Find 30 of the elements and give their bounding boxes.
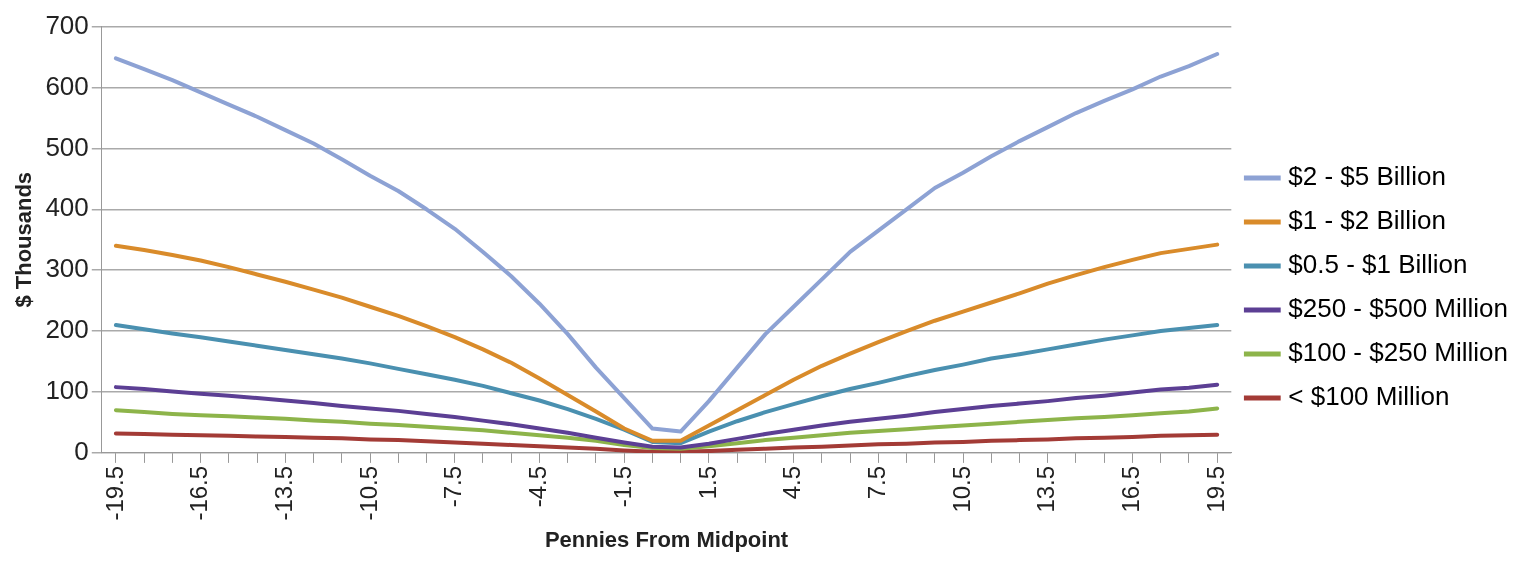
y-tick-label: 100 xyxy=(45,375,89,406)
x-tick-label: -13.5 xyxy=(269,465,297,521)
x-tick-label: -7.5 xyxy=(439,465,467,508)
y-axis-title: $ Thousands xyxy=(11,171,37,308)
x-tick-label: 13.5 xyxy=(1032,465,1060,513)
x-tick-label: 7.5 xyxy=(862,465,890,500)
legend-label: $250 - $500 Million xyxy=(1288,293,1509,324)
x-tick-label: 4.5 xyxy=(778,465,806,500)
legend-label: $0.5 - $1 Billion xyxy=(1288,249,1468,280)
x-tick-label: -19.5 xyxy=(100,465,128,521)
x-tick-label: -10.5 xyxy=(354,465,382,521)
y-tick-label: 300 xyxy=(45,253,89,284)
y-tick-label: 400 xyxy=(45,192,89,223)
y-tick-label: 200 xyxy=(45,314,89,345)
legend-label: $1 - $2 Billion xyxy=(1288,205,1446,236)
x-tick-label: 16.5 xyxy=(1117,465,1145,513)
x-axis-title: Pennies From Midpoint xyxy=(544,526,789,552)
x-tick-label: -4.5 xyxy=(524,465,552,508)
y-tick-label: 700 xyxy=(45,9,89,40)
x-tick-label: 19.5 xyxy=(1201,465,1229,513)
x-tick-label: -16.5 xyxy=(185,465,213,521)
legend-label: < $100 Million xyxy=(1288,381,1450,412)
x-tick-label: 1.5 xyxy=(693,465,721,500)
x-tick-label: 10.5 xyxy=(947,465,975,513)
legend-label: $2 - $5 Billion xyxy=(1288,161,1446,192)
legend-label: $100 - $250 Million xyxy=(1288,337,1509,368)
y-tick-label: 0 xyxy=(74,436,89,467)
y-tick-label: 600 xyxy=(45,70,89,101)
y-tick-label: 500 xyxy=(45,131,89,162)
x-tick-label: -1.5 xyxy=(608,465,636,508)
